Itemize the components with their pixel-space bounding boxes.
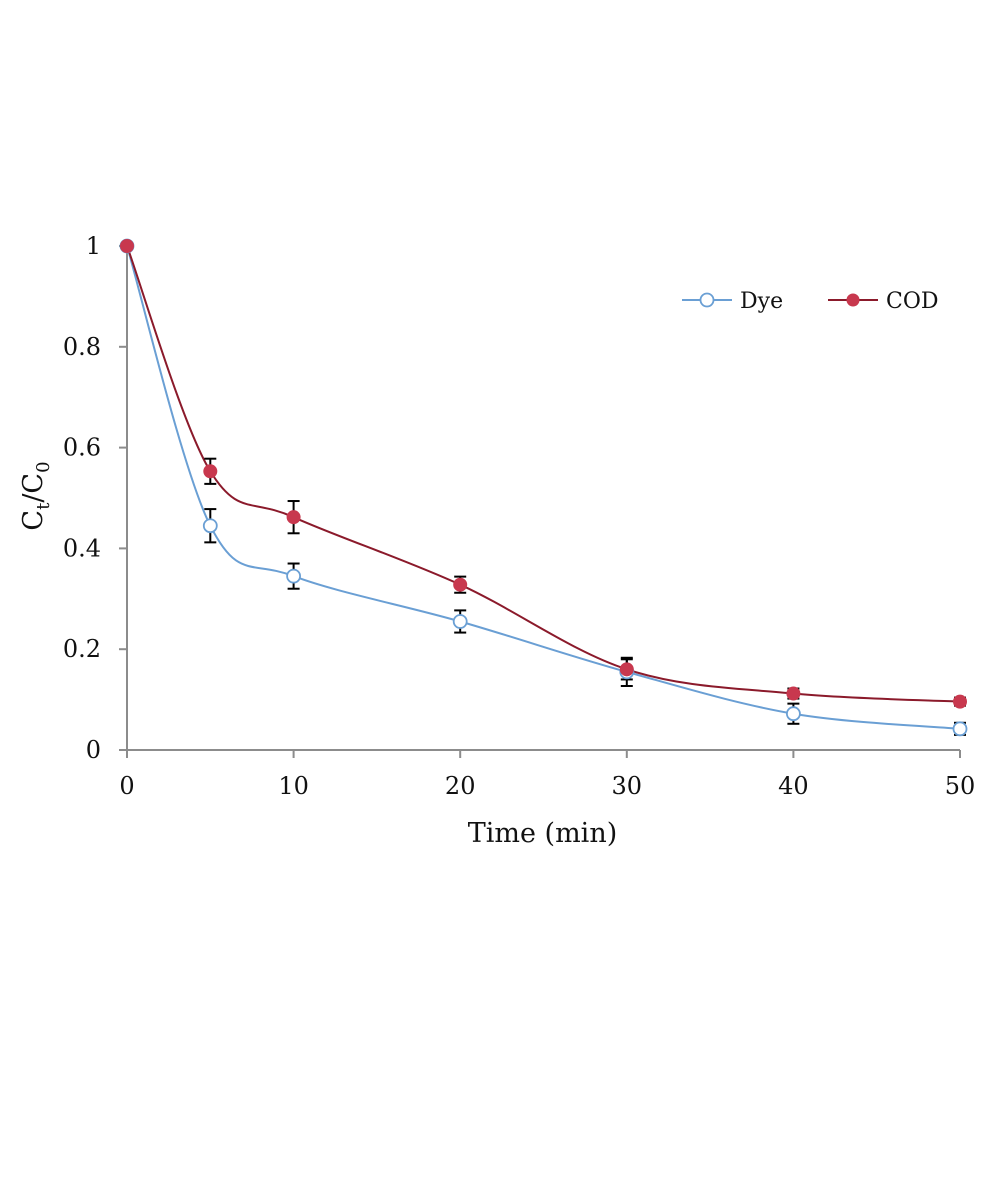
legend-marker: [699, 292, 715, 308]
legend-item-cod: COD: [828, 289, 939, 314]
legend-label: Dye: [740, 289, 783, 314]
y-axis-title-sub-t: t: [33, 502, 54, 510]
axis-ticks: 00.20.40.60.810 10 20 30 40 50: [63, 232, 975, 800]
x-axis-title: Time (min): [468, 818, 618, 849]
legend-marker: [846, 293, 860, 307]
y-tick-label: 1: [86, 232, 101, 260]
data-point-cod: [453, 577, 468, 592]
data-point-dye: [286, 568, 302, 584]
x-tick-label: 50: [945, 772, 976, 800]
series-layer: [119, 238, 968, 737]
y-axis-title-slash: /: [18, 493, 49, 503]
y-tick-label: 0.2: [63, 635, 101, 663]
data-point-cod: [953, 694, 967, 709]
data-point-cod: [619, 662, 634, 677]
x-tick-label: 30: [612, 772, 643, 800]
error-bars-dye: [204, 508, 966, 736]
legend: Dye COD: [682, 289, 939, 314]
error-bars-cod: [204, 457, 966, 707]
series-cod: [126, 245, 961, 703]
y-axis-title-denominator: C: [18, 473, 49, 494]
data-point-dye: [452, 614, 468, 629]
y-tick-label: 0.8: [63, 333, 101, 361]
axes: 00.20.40.60.810 10 20 30 40 50: [63, 232, 975, 800]
series-line-cod: [126, 245, 961, 703]
data-point-cod: [120, 239, 134, 253]
markers-cod: [120, 239, 967, 709]
x-tick-label: 20: [445, 772, 476, 800]
legend-label: COD: [886, 289, 939, 314]
data-point-cod: [286, 510, 301, 525]
data-point-dye: [786, 706, 801, 722]
legend-item-dye: Dye: [682, 289, 783, 314]
y-axis-title-sub-0: 0: [33, 461, 54, 472]
data-point-dye: [202, 518, 218, 534]
y-tick-label: 0.4: [63, 534, 101, 562]
y-axis-title: Ct/C0: [18, 461, 54, 530]
x-tick-label: 10: [278, 772, 309, 800]
x-tick-label: 40: [778, 772, 809, 800]
data-point-dye: [952, 721, 968, 737]
y-tick-label: 0: [86, 736, 101, 764]
svg-text:Ct/C0: Ct/C0: [18, 461, 54, 530]
series-dye: [126, 245, 961, 730]
x-tick-label: 0: [119, 772, 134, 800]
y-tick-label: 0.6: [63, 434, 101, 462]
markers-dye: [119, 238, 968, 737]
data-point-cod: [786, 686, 801, 701]
data-point-cod: [203, 464, 218, 479]
series-line-dye: [126, 245, 961, 730]
y-axis-title-main: C: [18, 510, 49, 531]
